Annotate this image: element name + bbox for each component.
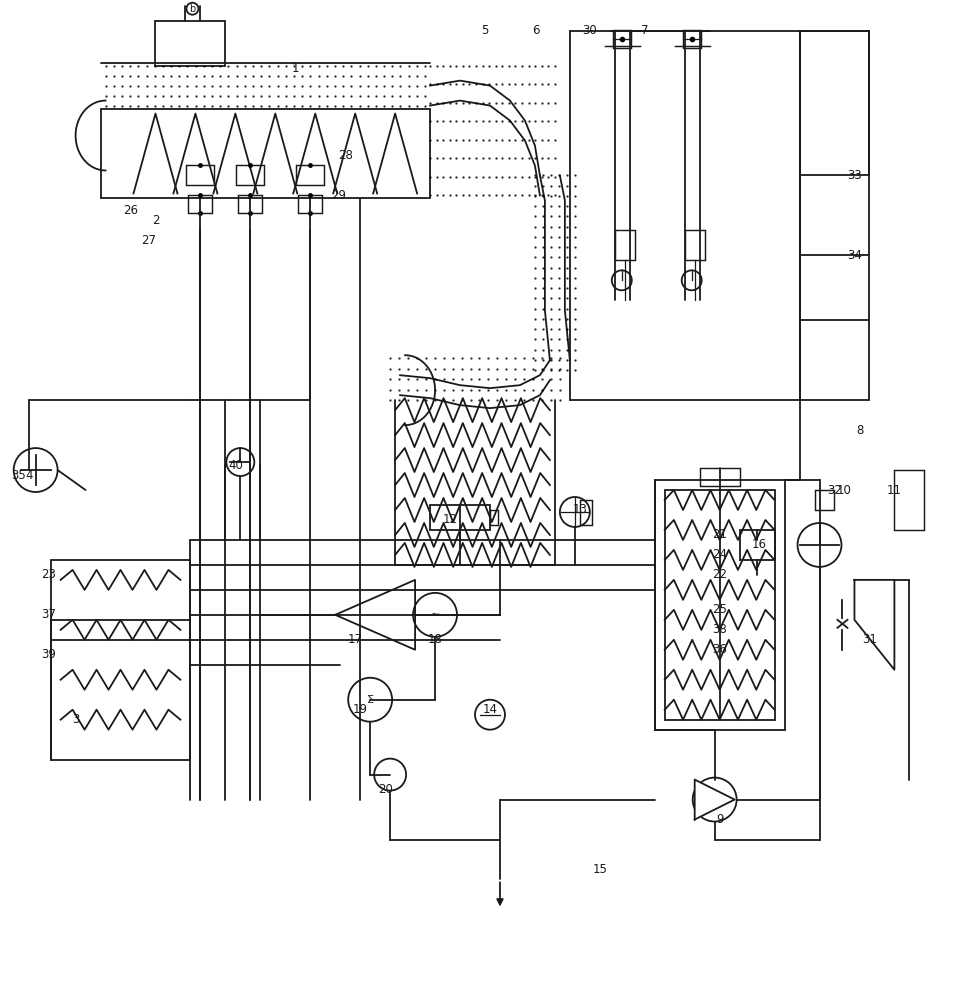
Text: 8: 8: [856, 424, 863, 437]
Circle shape: [13, 448, 57, 492]
Text: 40: 40: [228, 459, 243, 472]
Text: 29: 29: [331, 189, 346, 202]
Text: 11: 11: [887, 484, 902, 497]
Text: 2: 2: [152, 214, 160, 227]
Circle shape: [797, 523, 841, 567]
Text: 38: 38: [712, 623, 727, 636]
Text: 39: 39: [41, 648, 56, 661]
Polygon shape: [855, 580, 895, 670]
Bar: [580, 500, 592, 525]
Text: 36: 36: [712, 643, 728, 656]
Bar: [895, 470, 924, 530]
Text: 23: 23: [41, 568, 56, 581]
Bar: [815, 490, 835, 510]
Bar: [238, 195, 262, 213]
Circle shape: [612, 270, 632, 290]
Text: 6: 6: [532, 24, 540, 37]
Bar: [430, 505, 490, 530]
Bar: [655, 480, 785, 730]
Text: 26: 26: [123, 204, 138, 217]
Circle shape: [186, 3, 199, 15]
Bar: [51, 560, 190, 760]
Text: 18: 18: [427, 633, 443, 646]
Text: 37: 37: [41, 608, 56, 621]
Bar: [156, 21, 226, 66]
Circle shape: [348, 678, 392, 722]
Bar: [664, 490, 774, 720]
Text: 35: 35: [11, 469, 26, 482]
Text: 1: 1: [292, 62, 299, 75]
Text: 7: 7: [641, 24, 648, 37]
Text: 33: 33: [847, 169, 861, 182]
Circle shape: [475, 700, 505, 730]
Circle shape: [560, 497, 590, 527]
Text: 12: 12: [443, 513, 458, 526]
Text: 30: 30: [582, 24, 598, 37]
Polygon shape: [695, 780, 734, 820]
Circle shape: [693, 778, 737, 822]
Circle shape: [227, 448, 254, 476]
Circle shape: [413, 593, 457, 637]
Text: 14: 14: [483, 703, 497, 716]
Bar: [236, 165, 264, 185]
Text: 19: 19: [353, 703, 368, 716]
Bar: [298, 195, 322, 213]
Text: 32: 32: [827, 484, 842, 497]
Text: 16: 16: [752, 538, 767, 551]
Bar: [613, 30, 631, 48]
Text: Σ: Σ: [367, 695, 374, 705]
Text: 3: 3: [72, 713, 79, 726]
Bar: [615, 230, 635, 260]
Text: 5: 5: [481, 24, 489, 37]
Bar: [740, 530, 774, 560]
Text: 27: 27: [141, 234, 156, 247]
Bar: [186, 165, 214, 185]
Text: b: b: [189, 4, 196, 14]
Text: 25: 25: [712, 603, 728, 616]
Bar: [684, 230, 705, 260]
Text: 20: 20: [378, 783, 393, 796]
Text: 28: 28: [337, 149, 353, 162]
Text: 10: 10: [837, 484, 852, 497]
Bar: [188, 195, 212, 213]
Bar: [700, 468, 740, 486]
Polygon shape: [336, 580, 415, 650]
Text: 22: 22: [712, 568, 728, 581]
Circle shape: [374, 759, 406, 791]
Text: 17: 17: [348, 633, 362, 646]
Bar: [296, 165, 324, 185]
Text: 15: 15: [593, 863, 607, 876]
Text: 34: 34: [847, 249, 862, 262]
Text: 4: 4: [25, 469, 33, 482]
Text: 24: 24: [712, 548, 728, 561]
Text: 31: 31: [862, 633, 877, 646]
Text: 13: 13: [573, 503, 587, 516]
Text: 21: 21: [712, 528, 728, 541]
Circle shape: [682, 270, 702, 290]
Bar: [683, 30, 701, 48]
Bar: [490, 510, 498, 525]
Text: ~: ~: [430, 610, 440, 620]
Text: 9: 9: [716, 813, 724, 826]
